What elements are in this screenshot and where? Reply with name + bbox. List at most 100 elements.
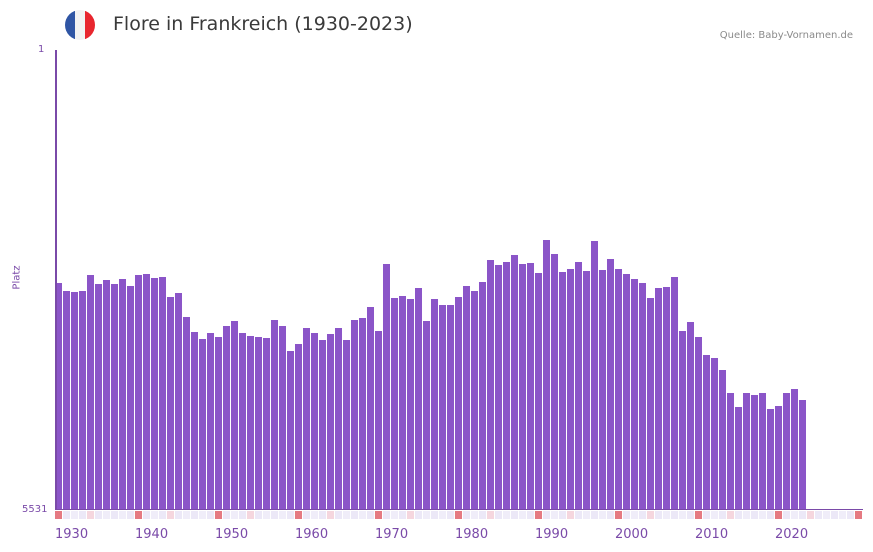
bar-1998[interactable] — [599, 270, 606, 510]
bar-1986[interactable] — [503, 262, 510, 510]
bar-1934[interactable] — [87, 275, 94, 510]
bar-1967[interactable] — [351, 320, 358, 510]
bar-2018[interactable] — [759, 393, 766, 510]
bar-1933[interactable] — [79, 291, 86, 510]
bar-1946[interactable] — [183, 317, 190, 510]
bar-2009[interactable] — [687, 322, 694, 510]
bar-1940[interactable] — [135, 275, 142, 510]
bar-1937[interactable] — [111, 284, 118, 510]
bar-2006[interactable] — [663, 287, 670, 510]
bar-2022[interactable] — [791, 389, 798, 510]
bar-1971[interactable] — [383, 264, 390, 510]
bar-2017[interactable] — [751, 395, 758, 510]
bar-2004[interactable] — [647, 298, 654, 510]
bar-2007[interactable] — [671, 277, 678, 510]
bar-1949[interactable] — [207, 333, 214, 510]
bar-1996[interactable] — [583, 271, 590, 510]
bar-1982[interactable] — [471, 291, 478, 510]
bar-1976[interactable] — [423, 321, 430, 510]
bar-1973[interactable] — [399, 296, 406, 510]
bar-2001[interactable] — [623, 274, 630, 510]
bar-1989[interactable] — [527, 263, 534, 510]
bar-1956[interactable] — [263, 338, 270, 510]
bar-2002[interactable] — [631, 279, 638, 510]
bar-1953[interactable] — [239, 333, 246, 510]
bar-2020[interactable] — [775, 406, 782, 510]
bar-1963[interactable] — [319, 340, 326, 510]
bar-2016[interactable] — [743, 393, 750, 510]
bar-2003[interactable] — [639, 283, 646, 510]
bar-1931[interactable] — [63, 291, 70, 510]
bar-1984[interactable] — [487, 260, 494, 510]
bar-1935[interactable] — [95, 284, 102, 510]
bar-1944[interactable] — [167, 297, 174, 510]
bar-1959[interactable] — [287, 351, 294, 510]
bar-1939[interactable] — [127, 286, 134, 510]
bar-1961[interactable] — [303, 328, 310, 510]
bar-1985[interactable] — [495, 265, 502, 510]
bar-1979[interactable] — [447, 305, 454, 510]
bar-2023[interactable] — [799, 400, 806, 510]
bar-2000[interactable] — [615, 269, 622, 510]
bar-1965[interactable] — [335, 328, 342, 510]
bar-1945[interactable] — [175, 293, 182, 510]
bar-1958[interactable] — [279, 326, 286, 510]
bar-1948[interactable] — [199, 339, 206, 510]
bar-2014[interactable] — [727, 393, 734, 510]
bar-1987[interactable] — [511, 255, 518, 510]
bar-1994[interactable] — [567, 269, 574, 510]
bar-1977[interactable] — [431, 299, 438, 510]
bar-1981[interactable] — [463, 286, 470, 510]
bar-1968[interactable] — [359, 318, 366, 510]
year-marker-1952 — [231, 511, 238, 519]
bar-1999[interactable] — [607, 259, 614, 510]
bar-1995[interactable] — [575, 262, 582, 510]
year-marker-1970 — [375, 511, 382, 519]
bar-1957[interactable] — [271, 320, 278, 510]
bar-2008[interactable] — [679, 331, 686, 510]
bar-1983[interactable] — [479, 282, 486, 510]
bar-2012[interactable] — [711, 358, 718, 510]
bar-1951[interactable] — [223, 326, 230, 510]
year-marker-1963 — [319, 511, 326, 519]
bar-1952[interactable] — [231, 321, 238, 510]
bar-1966[interactable] — [343, 340, 350, 510]
bar-1955[interactable] — [255, 337, 262, 510]
bar-1942[interactable] — [151, 278, 158, 510]
bar-2021[interactable] — [783, 393, 790, 510]
bar-1932[interactable] — [71, 292, 78, 510]
bar-2010[interactable] — [695, 337, 702, 510]
bar-1990[interactable] — [535, 273, 542, 510]
bar-1962[interactable] — [311, 333, 318, 510]
bar-2015[interactable] — [735, 407, 742, 510]
bar-2019[interactable] — [767, 409, 774, 510]
bar-1954[interactable] — [247, 336, 254, 510]
bar-2005[interactable] — [655, 288, 662, 510]
bar-1972[interactable] — [391, 298, 398, 510]
year-marker-1959 — [287, 511, 294, 519]
bar-1964[interactable] — [327, 334, 334, 510]
bar-1988[interactable] — [519, 264, 526, 510]
bar-1974[interactable] — [407, 299, 414, 510]
bar-1992[interactable] — [551, 254, 558, 510]
bar-1975[interactable] — [415, 288, 422, 510]
bar-1970[interactable] — [375, 331, 382, 510]
bar-1941[interactable] — [143, 274, 150, 510]
bar-1936[interactable] — [103, 280, 110, 510]
bar-1930[interactable] — [55, 283, 62, 510]
bar-2011[interactable] — [703, 355, 710, 510]
bar-1978[interactable] — [439, 305, 446, 510]
bar-1991[interactable] — [543, 240, 550, 510]
year-marker-2005 — [655, 511, 662, 519]
bar-1943[interactable] — [159, 277, 166, 510]
bar-1993[interactable] — [559, 272, 566, 510]
year-marker-1946 — [183, 511, 190, 519]
bar-1980[interactable] — [455, 297, 462, 510]
bar-1969[interactable] — [367, 307, 374, 510]
bar-1960[interactable] — [295, 344, 302, 510]
bar-2013[interactable] — [719, 370, 726, 510]
bar-1938[interactable] — [119, 279, 126, 510]
bar-1997[interactable] — [591, 241, 598, 510]
bar-1950[interactable] — [215, 337, 222, 510]
bar-1947[interactable] — [191, 332, 198, 510]
